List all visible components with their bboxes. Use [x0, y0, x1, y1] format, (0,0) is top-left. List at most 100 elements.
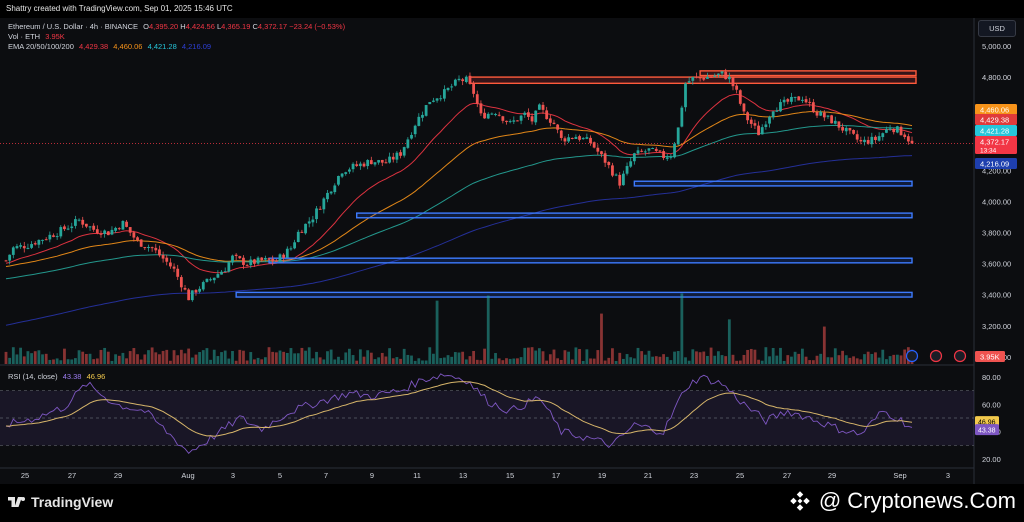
candle-body	[424, 105, 428, 116]
candle-body	[589, 137, 592, 144]
candle-body	[70, 226, 74, 229]
volume-bar	[888, 356, 892, 364]
candle-body	[249, 259, 253, 266]
candle-body	[837, 121, 841, 128]
candle-body	[760, 127, 764, 135]
candle-body	[450, 86, 454, 88]
candle-body	[103, 230, 107, 234]
volume-bar	[428, 347, 432, 364]
ema20-value: 4,429.38	[78, 42, 109, 51]
volume-bar	[636, 347, 640, 364]
volume-bar	[150, 347, 154, 364]
time-axis-label: 25	[21, 471, 29, 480]
volume-bar	[183, 353, 187, 364]
candle-body	[603, 153, 607, 163]
candle-body	[329, 191, 333, 194]
candle-body	[179, 277, 183, 288]
volume-bar	[154, 352, 158, 364]
price-chart[interactable]: 5,000.004,800.004,600.004,400.004,200.00…	[0, 18, 1024, 484]
candle-body	[519, 115, 523, 121]
volume-bar	[848, 357, 852, 364]
volume-bar	[855, 358, 859, 364]
currency-button[interactable]: USD	[978, 20, 1016, 37]
volume-label: Vol · ETH	[8, 32, 41, 41]
candle-body	[307, 221, 311, 224]
candle-body	[706, 76, 709, 79]
chart-area[interactable]: 5,000.004,800.004,600.004,400.004,200.00…	[0, 18, 1024, 484]
candle-body	[154, 247, 158, 251]
volume-bar	[680, 293, 684, 364]
candle-body	[757, 125, 760, 136]
candle-body	[439, 98, 443, 100]
volume-bar	[768, 356, 771, 364]
candle-body	[494, 114, 497, 116]
candle-body	[373, 162, 377, 165]
volume-bar	[52, 359, 55, 364]
candle-body	[33, 243, 37, 245]
candle-body	[801, 99, 804, 101]
volume-bar	[391, 358, 395, 364]
price-badge-text: 4,421.28	[980, 127, 1009, 136]
candle-body	[227, 262, 231, 272]
symbol-legend[interactable]: Ethereum / U.S. Dollar · 4h · BINANCE O4…	[8, 22, 345, 32]
volume-bar	[315, 351, 318, 364]
candle-body	[490, 113, 494, 115]
volume-bar	[30, 353, 33, 364]
candle-body	[413, 125, 417, 135]
candle-body	[161, 255, 165, 259]
candle-body	[11, 247, 15, 255]
candle-body	[855, 134, 859, 140]
volume-bar	[63, 348, 66, 364]
candle-body	[136, 237, 139, 241]
volume-bar	[402, 348, 406, 364]
candle-body	[570, 137, 574, 139]
candle-body	[559, 130, 563, 138]
time-axis-label: 13	[459, 471, 467, 480]
ema-legend[interactable]: EMA 20/50/100/200 4,429.38 4,460.06 4,42…	[8, 42, 211, 52]
volume-bar	[874, 352, 877, 364]
volume-bar	[201, 350, 205, 364]
volume-bar	[176, 355, 180, 364]
candle-body	[684, 83, 687, 108]
time-axis-label: 11	[413, 471, 421, 480]
candle-body	[793, 96, 797, 98]
rsi-value: 43.38	[62, 372, 82, 381]
rsi-legend[interactable]: RSI (14, close) 43.38 46.96	[8, 372, 105, 382]
price-tick-label: 5,000.00	[982, 42, 1011, 51]
volume-legend[interactable]: Vol · ETH 3.95K	[8, 32, 65, 42]
candle-body	[293, 242, 297, 249]
tradingview-logo[interactable]: TradingView	[8, 494, 113, 510]
time-axis-label: Sep	[893, 471, 906, 480]
candle-body	[614, 174, 618, 176]
candle-body	[713, 75, 717, 77]
price-badge-text: 4,460.06	[980, 106, 1009, 115]
candle-body	[406, 139, 410, 148]
candle-body	[537, 104, 541, 110]
volume-bar	[822, 326, 826, 364]
candle-body	[278, 254, 282, 262]
candle-body	[611, 165, 614, 176]
time-axis-label: 25	[736, 471, 744, 480]
volume-bar	[749, 348, 753, 364]
candle-body	[479, 103, 483, 114]
volume-bar	[245, 360, 249, 364]
candle-body	[680, 107, 684, 127]
candle-body	[260, 257, 264, 261]
volume-bar	[713, 355, 717, 364]
candle-body	[651, 148, 655, 150]
candle-body	[742, 103, 746, 112]
candle-body	[457, 78, 461, 81]
time-axis-label: 3	[946, 471, 950, 480]
candle-body	[150, 247, 154, 249]
candle-body	[888, 128, 892, 130]
volume-bar	[318, 357, 322, 364]
candle-body	[348, 169, 351, 172]
volume-bar	[501, 360, 505, 364]
candle-body	[709, 76, 713, 78]
volume-bar	[793, 351, 797, 364]
ema-line-50	[5, 111, 913, 267]
candle-body	[190, 290, 194, 301]
volume-bar	[231, 350, 234, 364]
candle-body	[695, 76, 698, 78]
candle-body	[505, 120, 508, 122]
